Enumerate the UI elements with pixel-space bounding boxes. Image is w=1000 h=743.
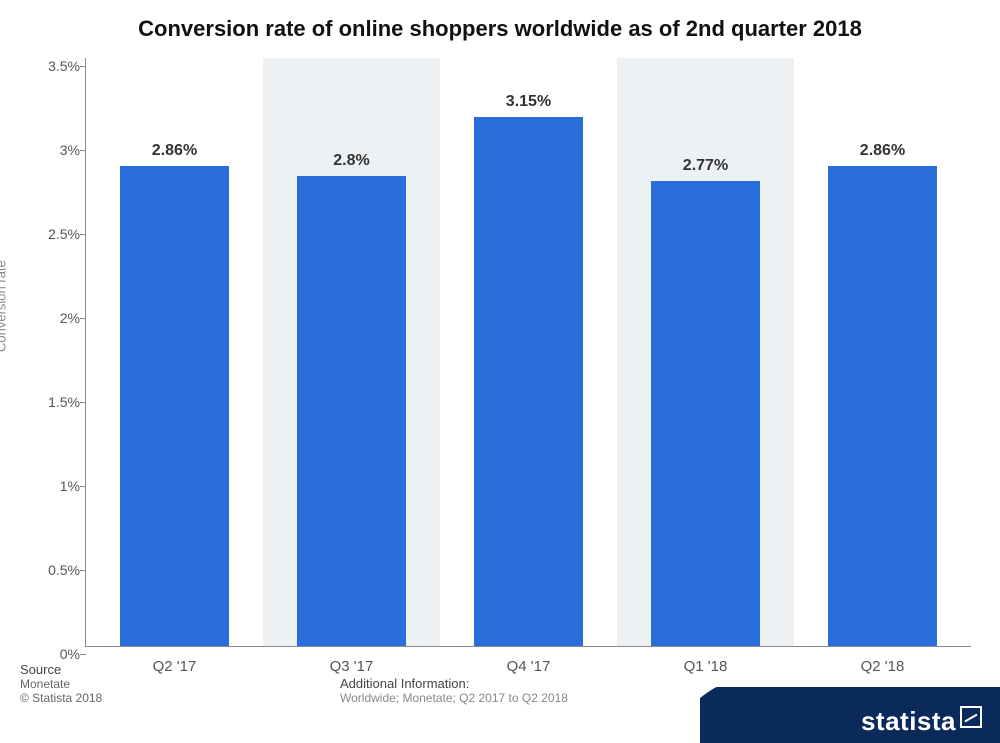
- x-tick-label: Q1 '18: [617, 658, 794, 675]
- y-tick: 0%: [26, 646, 80, 662]
- bar-value-label: 2.86%: [120, 142, 230, 160]
- y-tick: 1%: [26, 478, 80, 494]
- brand-name: statista: [861, 706, 956, 736]
- x-tick-label: Q2 '17: [86, 658, 263, 675]
- x-tick-label: Q3 '17: [263, 658, 440, 675]
- x-tick-label: Q2 '18: [794, 658, 971, 675]
- y-tick: 1.5%: [26, 394, 80, 410]
- bar-value-label: 2.86%: [828, 142, 938, 160]
- bar: 2.77%: [651, 181, 761, 646]
- bar-value-label: 2.8%: [297, 152, 407, 170]
- y-tick: 2.5%: [26, 226, 80, 242]
- y-axis-label: Conversion rate: [0, 260, 9, 352]
- y-tick: 2%: [26, 310, 80, 326]
- additional-heading: Additional Information:: [340, 676, 568, 691]
- x-tick-label: Q4 '17: [440, 658, 617, 675]
- bar-value-label: 2.77%: [651, 157, 761, 175]
- y-tick: 0.5%: [26, 562, 80, 578]
- bar: 2.8%: [297, 176, 407, 646]
- plot-area: 0%0.5%1%1.5%2%2.5%3%3.5%2.86%Q2 '172.8%Q…: [85, 58, 971, 647]
- bar: 2.86%: [120, 166, 230, 646]
- y-tick: 3.5%: [26, 58, 80, 74]
- additional-text: Worldwide; Monetate; Q2 2017 to Q2 2018: [340, 691, 568, 705]
- copyright-text: © Statista 2018: [20, 691, 102, 705]
- chart-title: Conversion rate of online shoppers world…: [0, 16, 1000, 42]
- footer-source: Source Monetate © Statista 2018: [20, 662, 102, 705]
- bar: 3.15%: [474, 117, 584, 646]
- source-text: Monetate: [20, 677, 102, 691]
- brand-chart-icon: [960, 706, 982, 728]
- bar: 2.86%: [828, 166, 938, 646]
- brand-text: statista: [861, 706, 982, 737]
- source-heading: Source: [20, 662, 102, 677]
- y-tick: 3%: [26, 142, 80, 158]
- bar-value-label: 3.15%: [474, 93, 584, 111]
- footer-additional: Additional Information: Worldwide; Monet…: [340, 676, 568, 705]
- chart-container: Conversion rate of online shoppers world…: [0, 0, 1000, 743]
- brand-badge: statista: [700, 687, 1000, 743]
